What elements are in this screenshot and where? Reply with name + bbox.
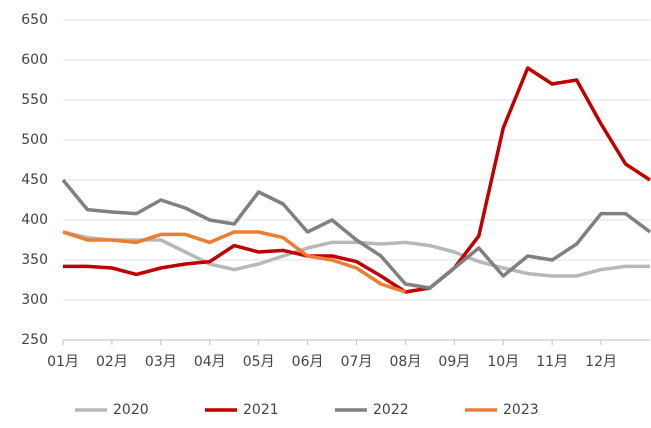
series-line	[63, 66, 651, 294]
series-line	[61, 178, 651, 290]
y-tick-label: 300	[21, 292, 48, 308]
y-tick-label: 550	[21, 92, 48, 108]
y-tick-label: 400	[21, 212, 48, 228]
legend-label: 2022	[373, 402, 409, 418]
x-tick-label: 11月	[536, 354, 568, 370]
x-tick-label: 04月	[194, 354, 226, 370]
x-tick-label: 09月	[438, 354, 470, 370]
series-line	[62, 230, 406, 294]
y-tick-label: 450	[21, 172, 48, 188]
legend-label: 2021	[243, 402, 279, 418]
y-tick-label: 350	[21, 252, 48, 268]
x-tick-label: 10月	[487, 354, 519, 370]
y-tick-label: 650	[21, 12, 48, 28]
legend-label: 2020	[113, 402, 149, 418]
y-tick-label: 250	[21, 332, 48, 348]
x-tick-label: 03月	[145, 354, 177, 370]
x-tick-label: 05月	[243, 354, 275, 370]
x-tick-label: 06月	[292, 354, 324, 370]
x-tick-label: 07月	[341, 354, 373, 370]
series-line	[62, 230, 650, 278]
y-tick-label: 500	[21, 132, 48, 148]
y-tick-label: 600	[21, 52, 48, 68]
x-tick-label: 02月	[96, 354, 128, 370]
x-tick-label: 08月	[390, 354, 422, 370]
x-tick-label: 01月	[47, 354, 79, 370]
legend-label: 2023	[503, 402, 539, 418]
x-tick-label: 12月	[585, 354, 617, 370]
